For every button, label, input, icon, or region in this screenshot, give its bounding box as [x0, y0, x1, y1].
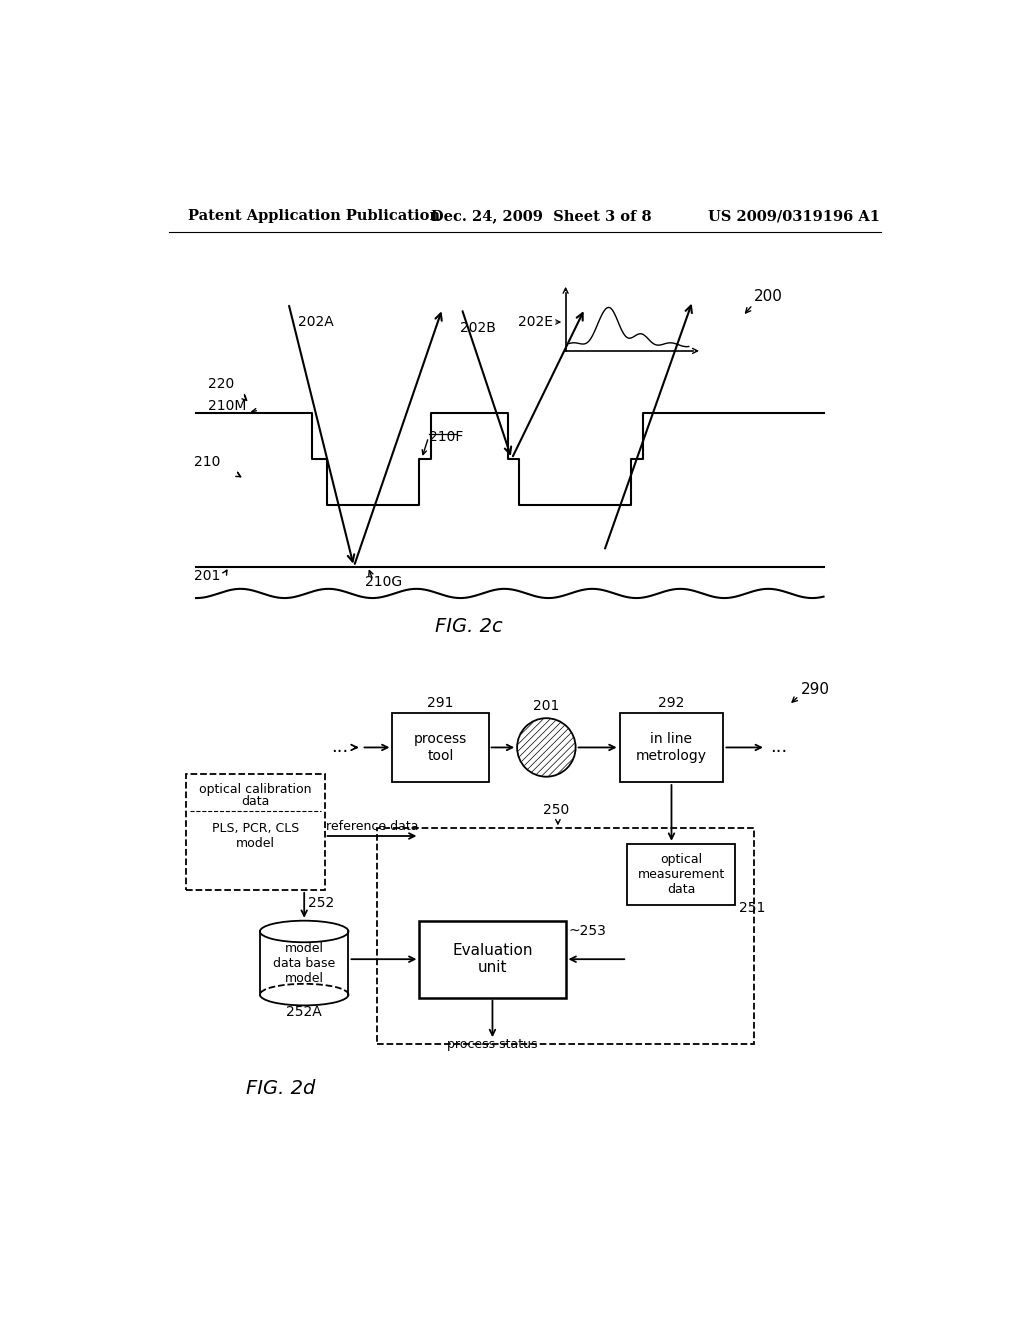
Text: 252: 252 — [308, 896, 334, 909]
Bar — [628, 843, 735, 906]
Text: optical
measurement
data: optical measurement data — [638, 853, 725, 896]
Text: 210G: 210G — [366, 574, 402, 589]
Text: 202A: 202A — [298, 315, 334, 329]
Text: 202B: 202B — [460, 321, 496, 335]
Text: 250: 250 — [543, 804, 568, 817]
Bar — [620, 713, 724, 781]
Text: US 2009/0319196 A1: US 2009/0319196 A1 — [708, 209, 880, 223]
Bar — [392, 713, 488, 781]
Text: 201: 201 — [534, 700, 559, 714]
Text: 201: 201 — [195, 569, 221, 583]
Text: 290: 290 — [801, 681, 829, 697]
Text: 291: 291 — [427, 696, 454, 710]
Text: reference data: reference data — [326, 820, 418, 833]
Text: 202E: 202E — [517, 315, 553, 329]
Bar — [377, 829, 755, 1044]
Text: model
data base
model: model data base model — [273, 941, 335, 985]
Text: 251: 251 — [739, 902, 765, 916]
Text: 210: 210 — [195, 455, 221, 470]
Text: FIG. 2c: FIG. 2c — [435, 616, 503, 636]
Text: ~253: ~253 — [568, 924, 606, 937]
Text: Patent Application Publication: Patent Application Publication — [188, 209, 440, 223]
Bar — [186, 775, 325, 890]
Text: 210F: 210F — [429, 430, 463, 444]
Text: Dec. 24, 2009  Sheet 3 of 8: Dec. 24, 2009 Sheet 3 of 8 — [431, 209, 651, 223]
Text: 252A: 252A — [287, 1006, 323, 1019]
Text: 220: 220 — [208, 378, 233, 391]
Text: FIG. 2d: FIG. 2d — [246, 1078, 315, 1098]
Text: 292: 292 — [658, 696, 685, 710]
Text: process status: process status — [447, 1038, 538, 1051]
Text: PLS, PCR, CLS: PLS, PCR, CLS — [212, 822, 299, 834]
Text: in line
metrology: in line metrology — [636, 733, 707, 763]
Text: ...: ... — [332, 738, 348, 756]
Text: data: data — [241, 795, 269, 808]
Text: optical calibration: optical calibration — [199, 783, 311, 796]
Text: 200: 200 — [755, 289, 783, 304]
Text: Evaluation
unit: Evaluation unit — [453, 942, 532, 975]
Bar — [419, 921, 565, 998]
Text: ...: ... — [770, 738, 786, 756]
Text: 210M: 210M — [208, 399, 246, 413]
Text: model: model — [236, 837, 274, 850]
Text: process
tool: process tool — [414, 733, 467, 763]
